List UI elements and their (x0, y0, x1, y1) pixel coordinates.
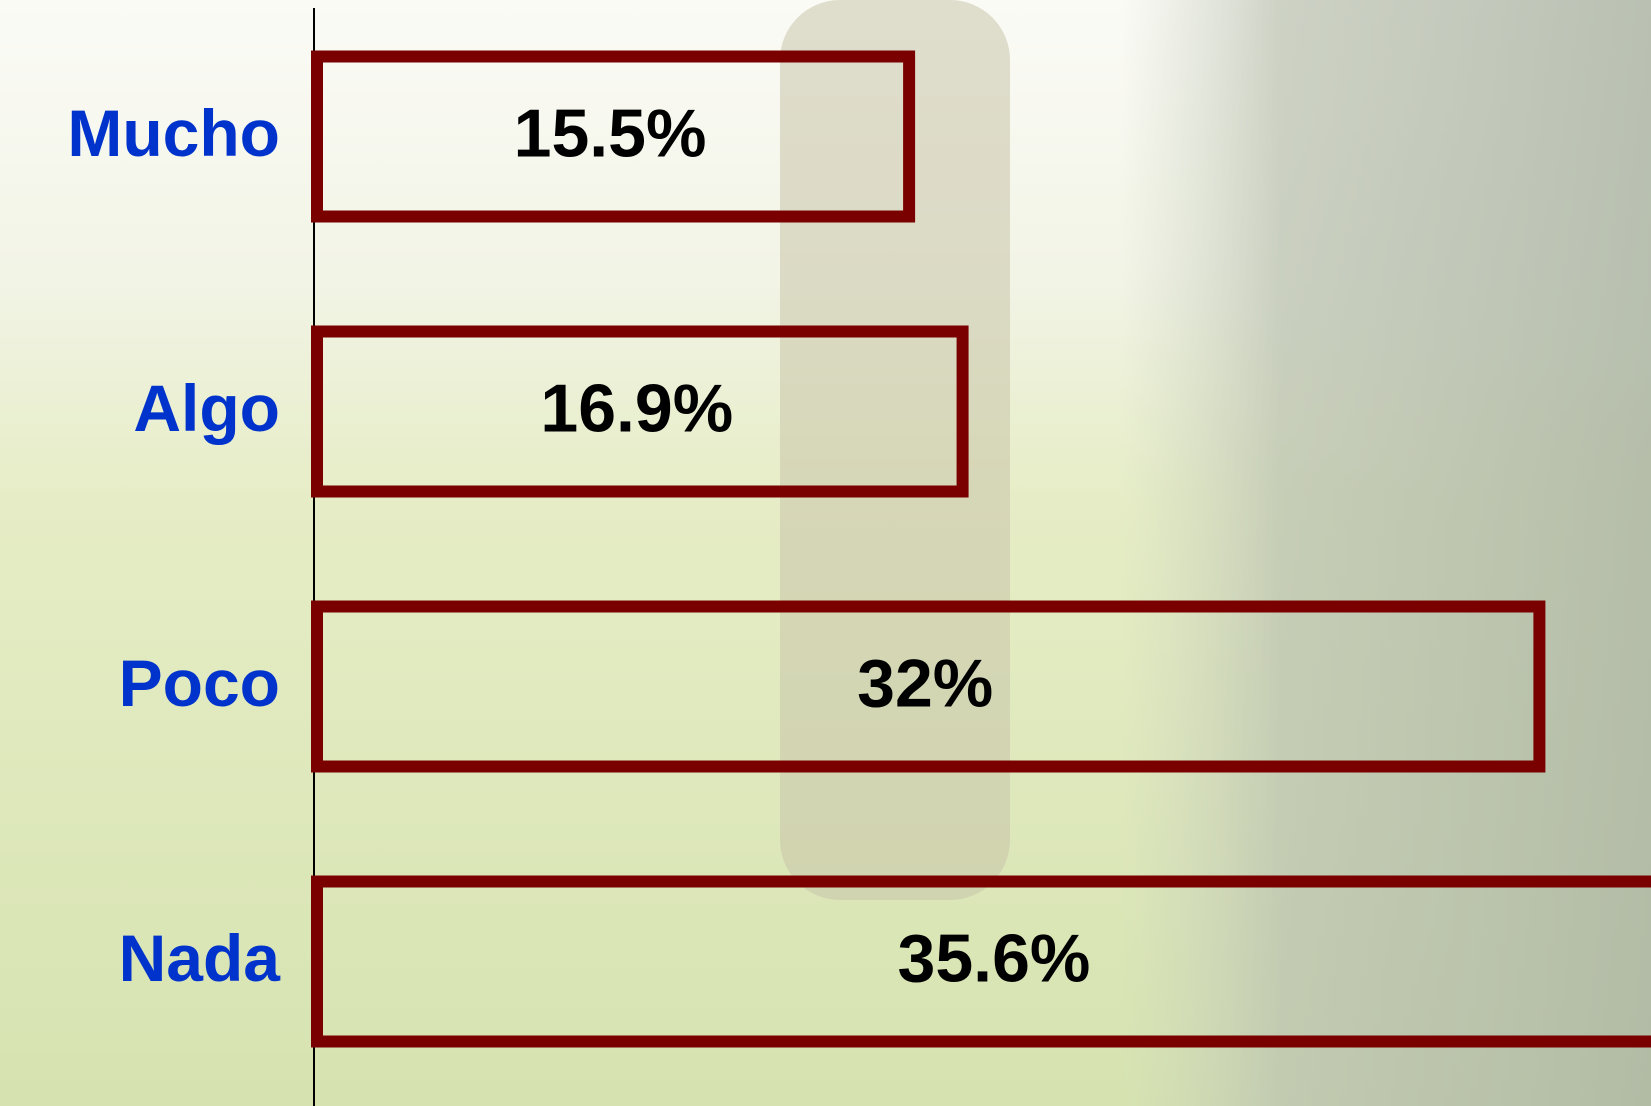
category-label: Poco (119, 646, 280, 720)
page: Mucho15.5%Algo16.9%Poco32%Nada35.6% (() … (0, 0, 1651, 1106)
value-label: 32% (857, 645, 993, 721)
chart: Mucho 15.5% Algo 16.9% Poco 32% Nada 35.6% (0, 0, 1651, 1106)
value-label: 35.6% (898, 920, 1091, 996)
category-label: Mucho (67, 96, 280, 170)
category-label: Algo (133, 371, 280, 445)
value-label: 16.9% (540, 370, 733, 446)
category-label: Nada (119, 921, 282, 995)
value-label: 15.5% (514, 95, 707, 171)
background-vehicle (1120, 0, 1651, 1106)
